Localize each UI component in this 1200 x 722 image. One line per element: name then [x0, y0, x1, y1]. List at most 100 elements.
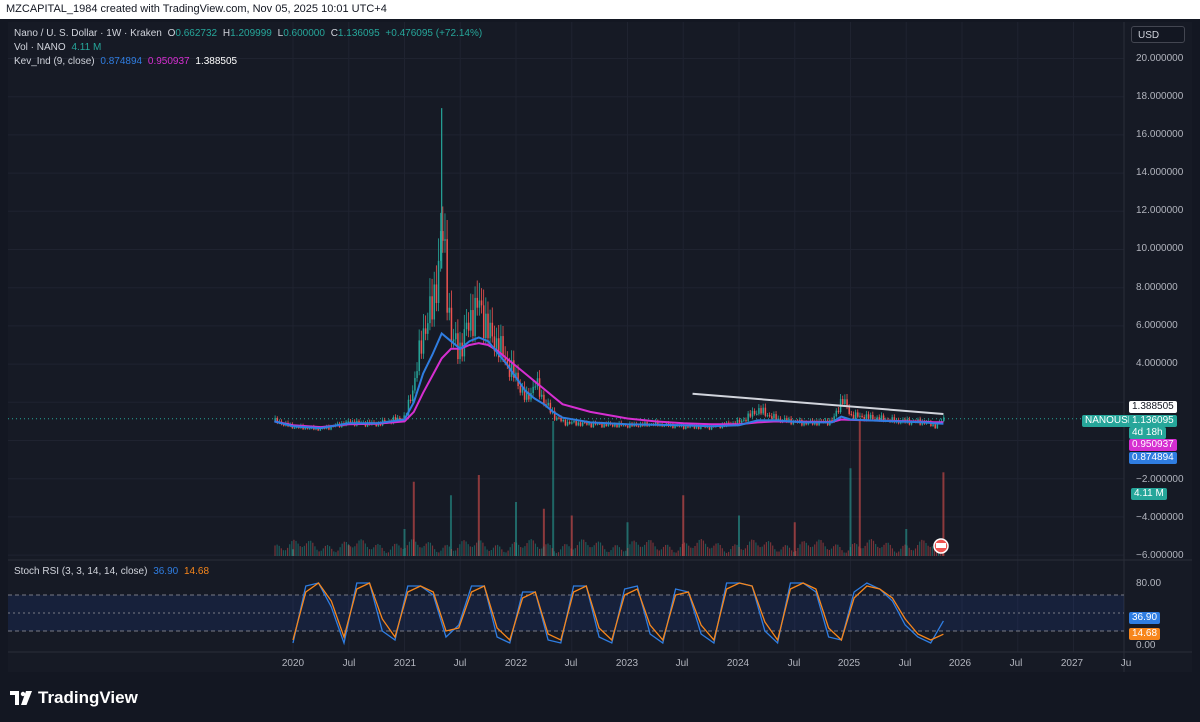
- price-candle: [786, 418, 788, 422]
- price-candle: [775, 414, 777, 421]
- price-candle: [700, 425, 702, 429]
- price-candle: [377, 423, 380, 427]
- price-candle: [414, 378, 416, 391]
- volume-bar: [763, 544, 765, 556]
- countdown-tag: 4d 18h: [1129, 427, 1166, 439]
- price-candle: [616, 424, 618, 428]
- volume-bar: [910, 549, 912, 556]
- high-value: 1.209999: [230, 28, 272, 39]
- volume-bar: [444, 545, 446, 556]
- price-candle: [689, 426, 691, 428]
- volume-bar: [730, 549, 732, 556]
- volume-bar: [782, 546, 784, 556]
- volume-bar: [364, 543, 366, 556]
- volume-bar: [478, 540, 480, 556]
- volume-bar: [780, 549, 782, 556]
- price-candle: [852, 414, 855, 420]
- footer-brand: TradingView: [38, 688, 138, 707]
- price-candle: [575, 420, 577, 426]
- price-tick: 6.000000: [1136, 320, 1178, 331]
- volume-bar: [610, 550, 612, 556]
- price-candle: [693, 425, 696, 429]
- price-candle: [461, 342, 463, 357]
- price-candle: [835, 410, 838, 417]
- volume-bar: [341, 543, 343, 556]
- volume-bar: [631, 541, 633, 556]
- volume-bar: [282, 550, 285, 556]
- price-candle: [766, 415, 769, 417]
- price-candle: [764, 407, 767, 416]
- volume-bar: [457, 547, 459, 556]
- volume-bar: [287, 547, 289, 556]
- price-candle: [480, 300, 483, 306]
- time-tick: Jul: [564, 658, 578, 669]
- price-candle: [900, 422, 902, 424]
- volume-bar: [410, 539, 413, 556]
- stoch-d-line: [292, 582, 944, 642]
- kev-label[interactable]: Kev_Ind (9, close): [14, 56, 95, 67]
- currency-selector[interactable]: USD: [1131, 26, 1185, 43]
- price-candle: [424, 328, 427, 334]
- volume-bar: [450, 549, 453, 556]
- volume-bar: [858, 421, 861, 556]
- volume-bar: [303, 545, 306, 556]
- volume-bar: [912, 550, 915, 556]
- kev-legend: Kev_Ind (9, close) 0.874894 0.950937 1.3…: [14, 56, 240, 67]
- volume-bar: [824, 546, 826, 556]
- price-candle: [446, 239, 448, 313]
- last-price-tag: 1.136095: [1129, 415, 1177, 427]
- volume-bar: [686, 543, 688, 556]
- volume-bar: [696, 542, 698, 556]
- volume-bar: [732, 546, 734, 556]
- volume-bar: [427, 542, 429, 556]
- volume-bar: [312, 542, 314, 556]
- volume-bar: [795, 550, 797, 556]
- volume-bar: [543, 546, 545, 556]
- symbol-label[interactable]: Nano / U. S. Dollar · 1W · Kraken: [14, 28, 162, 39]
- time-tick: Jul: [453, 658, 467, 669]
- price-tick: 4.000000: [1136, 358, 1178, 369]
- volume-bar: [465, 541, 467, 556]
- volume-bar: [690, 547, 692, 556]
- price-candle: [571, 422, 573, 424]
- volume-bar: [406, 545, 408, 556]
- volume-bar: [597, 541, 600, 556]
- volume-bar: [671, 549, 673, 556]
- volume-bar: [308, 541, 310, 556]
- price-candle: [450, 307, 453, 342]
- volume-bar: [331, 548, 333, 556]
- change-value: +0.476095 (+72.14%): [385, 28, 483, 39]
- volume-bar: [723, 551, 726, 556]
- price-candle: [274, 418, 276, 422]
- stoch-label[interactable]: Stoch RSI (3, 3, 14, 14, close): [14, 566, 148, 577]
- price-candle: [422, 328, 425, 354]
- volume-bar: [583, 539, 585, 556]
- volume-bar: [809, 547, 812, 556]
- price-candle: [588, 423, 590, 425]
- volume-bar: [570, 515, 573, 556]
- volume-label[interactable]: Vol · NANO: [14, 42, 66, 53]
- volume-bar: [665, 544, 667, 556]
- tradingview-logo-icon: [10, 691, 32, 705]
- close-label: C: [330, 28, 338, 39]
- volume-bar: [694, 545, 696, 556]
- volume-bar: [549, 544, 551, 556]
- volume-bar: [299, 546, 301, 556]
- price-candle: [442, 231, 444, 241]
- volume-bar: [545, 544, 547, 556]
- volume-bar: [826, 549, 828, 556]
- volume-bar: [908, 547, 910, 556]
- volume-bar: [305, 543, 308, 556]
- volume-bar: [761, 546, 763, 556]
- price-candle: [504, 356, 506, 361]
- volume-legend: Vol · NANO 4.11 M: [14, 42, 104, 53]
- volume-bar: [904, 544, 906, 556]
- chart-frame[interactable]: [8, 22, 1192, 672]
- price-candle: [880, 415, 883, 421]
- volume-bar: [725, 552, 728, 556]
- volume-bar: [301, 547, 303, 556]
- volume-bar: [310, 540, 312, 556]
- price-candle: [882, 415, 885, 422]
- price-candle: [846, 399, 848, 408]
